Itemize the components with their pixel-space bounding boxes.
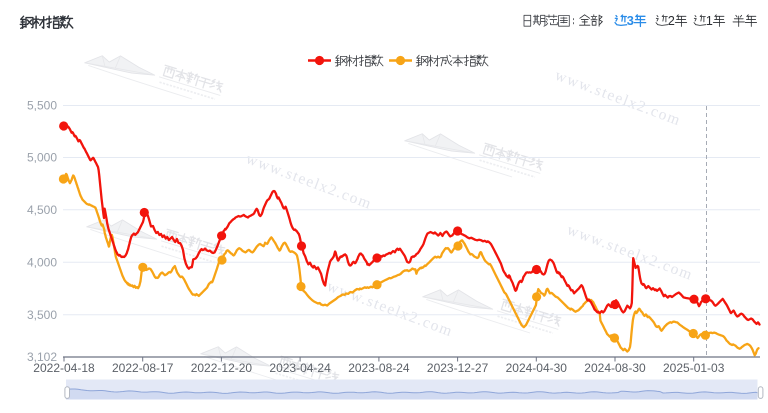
- svg-text:5,000: 5,000: [27, 151, 57, 165]
- svg-text:2025-01-03: 2025-01-03: [663, 361, 725, 375]
- svg-text:3,500: 3,500: [27, 308, 57, 322]
- svg-text:3,102: 3,102: [27, 350, 57, 364]
- svg-text:1: 1: [706, 13, 713, 28]
- svg-text:2022-08-17: 2022-08-17: [112, 361, 174, 375]
- svg-text:2: 2: [668, 13, 675, 28]
- svg-text:2024-04-30: 2024-04-30: [506, 361, 568, 375]
- svg-text:3: 3: [627, 13, 634, 28]
- svg-text:5,500: 5,500: [27, 99, 57, 113]
- svg-text:2023-12-27: 2023-12-27: [427, 361, 489, 375]
- svg-text:2023-08-24: 2023-08-24: [348, 361, 410, 375]
- svg-text:4,500: 4,500: [27, 203, 57, 217]
- svg-text:4,000: 4,000: [27, 255, 57, 269]
- svg-text:2022-12-20: 2022-12-20: [191, 361, 253, 375]
- svg-text:2022-04-18: 2022-04-18: [33, 361, 95, 375]
- svg-text:2024-08-30: 2024-08-30: [584, 361, 646, 375]
- svg-text:2023-04-24: 2023-04-24: [269, 361, 331, 375]
